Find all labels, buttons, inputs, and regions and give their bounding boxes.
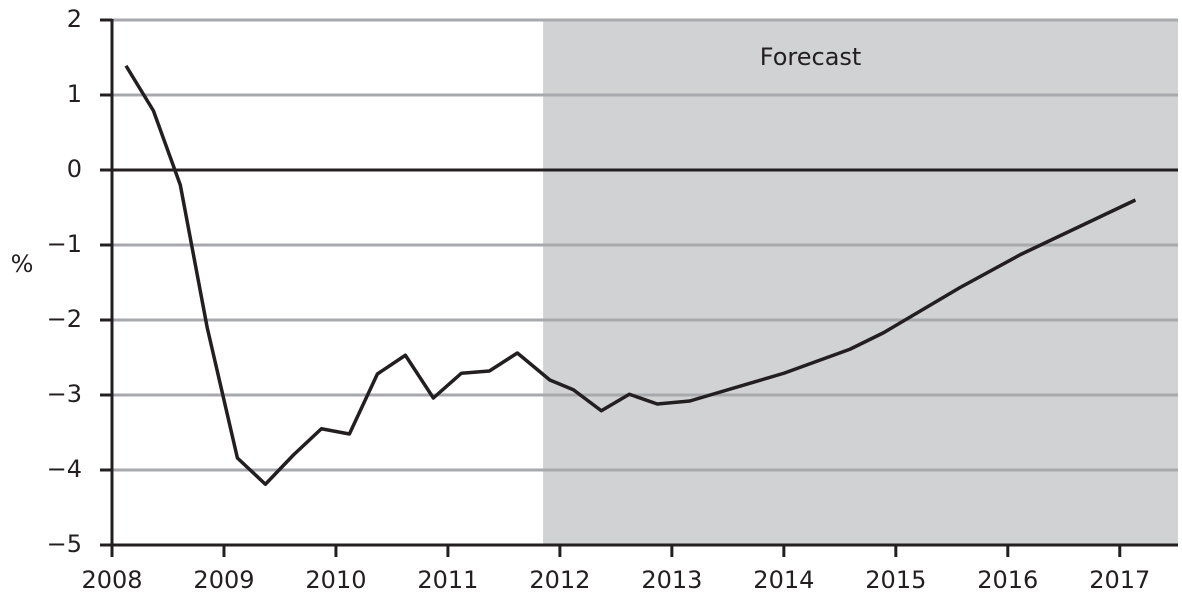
y-tick-label: −5 <box>47 530 82 558</box>
x-tick-label: 2013 <box>641 566 702 594</box>
y-tick-label: −4 <box>47 455 82 483</box>
y-axis-label: % <box>11 250 34 278</box>
y-tick-label: 1 <box>67 80 82 108</box>
x-tick-label: 2009 <box>193 566 254 594</box>
data-line <box>124 64 1137 486</box>
y-tick-label: −1 <box>47 230 82 258</box>
x-tick-label: 2011 <box>417 566 478 594</box>
y-tick-label: 0 <box>67 155 82 183</box>
x-tick-label: 2010 <box>305 566 366 594</box>
forecast-region <box>543 20 1178 545</box>
x-tick-label: 2015 <box>865 566 926 594</box>
x-tick-label: 2017 <box>1089 566 1150 594</box>
y-tick-label: −3 <box>47 380 82 408</box>
x-tick-label: 2014 <box>753 566 814 594</box>
y-tick-label: −2 <box>47 305 82 333</box>
x-tick-label: 2008 <box>81 566 142 594</box>
region-label: Forecast <box>760 43 862 71</box>
x-tick-label: 2016 <box>977 566 1038 594</box>
x-tick-label: 2012 <box>529 566 590 594</box>
y-tick-label: 2 <box>67 5 82 33</box>
